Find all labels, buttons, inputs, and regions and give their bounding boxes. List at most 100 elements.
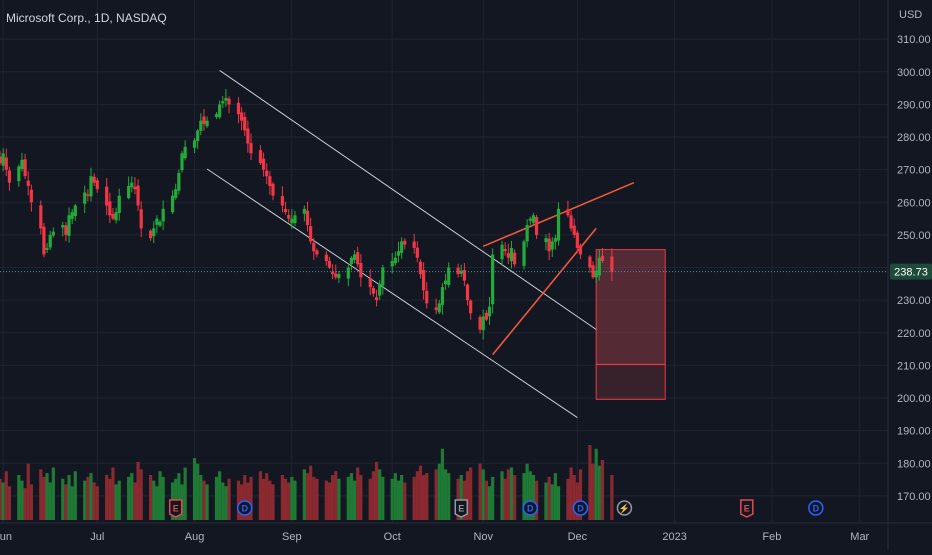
candle-body[interactable]: [425, 290, 429, 304]
target-zone[interactable]: [595, 249, 666, 365]
candle-body[interactable]: [136, 185, 140, 206]
event-marker[interactable]: D: [572, 500, 589, 516]
candle-body[interactable]: [177, 172, 181, 191]
candle-body[interactable]: [114, 212, 118, 221]
candle-body[interactable]: [315, 250, 319, 255]
candle-body[interactable]: [378, 283, 382, 296]
candle-body[interactable]: [400, 241, 404, 253]
candle-body[interactable]: [356, 252, 360, 265]
candle-body[interactable]: [528, 218, 532, 221]
candle-body[interactable]: [434, 307, 438, 310]
candle-body[interactable]: [111, 213, 115, 219]
candle-body[interactable]: [174, 189, 178, 198]
candle-body[interactable]: [224, 97, 228, 101]
candle-body[interactable]: [243, 116, 247, 131]
candle-body[interactable]: [500, 244, 504, 260]
candle-body[interactable]: [130, 182, 134, 188]
candle-body[interactable]: [393, 257, 397, 264]
candle-body[interactable]: [86, 194, 90, 196]
candle-body[interactable]: [371, 287, 375, 294]
event-marker[interactable]: E: [454, 499, 469, 518]
candle-body[interactable]: [305, 210, 310, 226]
candle-body[interactable]: [550, 241, 554, 250]
candle-body[interactable]: [17, 166, 21, 182]
candle-body[interactable]: [469, 300, 473, 314]
candle-body[interactable]: [258, 150, 263, 164]
candle-body[interactable]: [70, 212, 74, 219]
candle-body[interactable]: [324, 254, 328, 261]
candle-body[interactable]: [447, 267, 451, 285]
candle-body[interactable]: [459, 270, 463, 274]
candle-body[interactable]: [61, 225, 65, 228]
candle-body[interactable]: [51, 231, 55, 236]
event-marker[interactable]: D: [236, 500, 253, 516]
candle-body[interactable]: [462, 269, 466, 281]
candle-body[interactable]: [374, 297, 379, 301]
candle-body[interactable]: [261, 158, 266, 170]
candle-body[interactable]: [283, 208, 288, 213]
candle-body[interactable]: [556, 208, 561, 241]
candle-body[interactable]: [192, 140, 197, 148]
candle-body[interactable]: [108, 201, 112, 216]
candle-body[interactable]: [396, 251, 401, 256]
candle-body[interactable]: [105, 186, 109, 206]
candle-body[interactable]: [236, 102, 241, 115]
candle-body[interactable]: [572, 225, 576, 235]
candle-body[interactable]: [73, 205, 77, 217]
candle-body[interactable]: [465, 284, 470, 301]
candle-body[interactable]: [513, 252, 517, 265]
candle-body[interactable]: [309, 226, 313, 242]
event-marker[interactable]: D: [808, 500, 824, 516]
event-marker[interactable]: E: [740, 499, 754, 518]
candle-body[interactable]: [525, 225, 529, 242]
candle-body[interactable]: [312, 242, 316, 252]
event-marker[interactable]: D: [522, 500, 539, 516]
candle-body[interactable]: [334, 273, 338, 278]
candle-body[interactable]: [1, 153, 5, 166]
candle-body[interactable]: [566, 209, 570, 216]
candle-body[interactable]: [180, 153, 184, 171]
candlesticks[interactable]: [0, 88, 614, 340]
candle-body[interactable]: [92, 176, 96, 183]
candle-body[interactable]: [418, 261, 423, 275]
candle-body[interactable]: [67, 215, 71, 236]
candle-body[interactable]: [23, 159, 27, 177]
candle-body[interactable]: [42, 226, 46, 255]
candle-body[interactable]: [133, 186, 137, 190]
candle-body[interactable]: [158, 221, 162, 226]
candle-body[interactable]: [412, 241, 416, 248]
candle-body[interactable]: [600, 255, 605, 261]
candle-body[interactable]: [293, 215, 297, 224]
candle-body[interactable]: [481, 316, 485, 331]
candle-body[interactable]: [183, 146, 187, 159]
channel-lower-line[interactable]: [206, 168, 578, 419]
candle-body[interactable]: [221, 101, 225, 104]
candle-body[interactable]: [155, 218, 159, 225]
candle-body[interactable]: [290, 218, 294, 224]
candle-body[interactable]: [45, 247, 49, 250]
candle-body[interactable]: [597, 257, 601, 276]
channel-upper-line[interactable]: [219, 70, 597, 330]
candle-body[interactable]: [591, 265, 595, 278]
candle-body[interactable]: [149, 230, 153, 239]
candle-body[interactable]: [368, 278, 372, 288]
candle-body[interactable]: [352, 254, 357, 260]
candle-body[interactable]: [302, 208, 306, 214]
candle-body[interactable]: [349, 257, 354, 265]
candle-body[interactable]: [346, 267, 350, 279]
candle-body[interactable]: [227, 98, 231, 105]
candle-body[interactable]: [522, 241, 526, 266]
candle-body[interactable]: [578, 245, 583, 255]
candle-body[interactable]: [4, 157, 8, 170]
candle-body[interactable]: [246, 128, 250, 144]
candle-body[interactable]: [534, 216, 539, 235]
candle-body[interactable]: [139, 209, 143, 229]
candle-body[interactable]: [509, 247, 514, 262]
candle-body[interactable]: [503, 248, 507, 252]
candle-body[interactable]: [443, 280, 448, 285]
event-markers[interactable]: E D E D D ⚡ E D: [168, 499, 824, 518]
candle-body[interactable]: [26, 180, 30, 186]
candle-body[interactable]: [280, 196, 285, 206]
candle-body[interactable]: [265, 170, 269, 177]
candle-body[interactable]: [0, 156, 2, 164]
